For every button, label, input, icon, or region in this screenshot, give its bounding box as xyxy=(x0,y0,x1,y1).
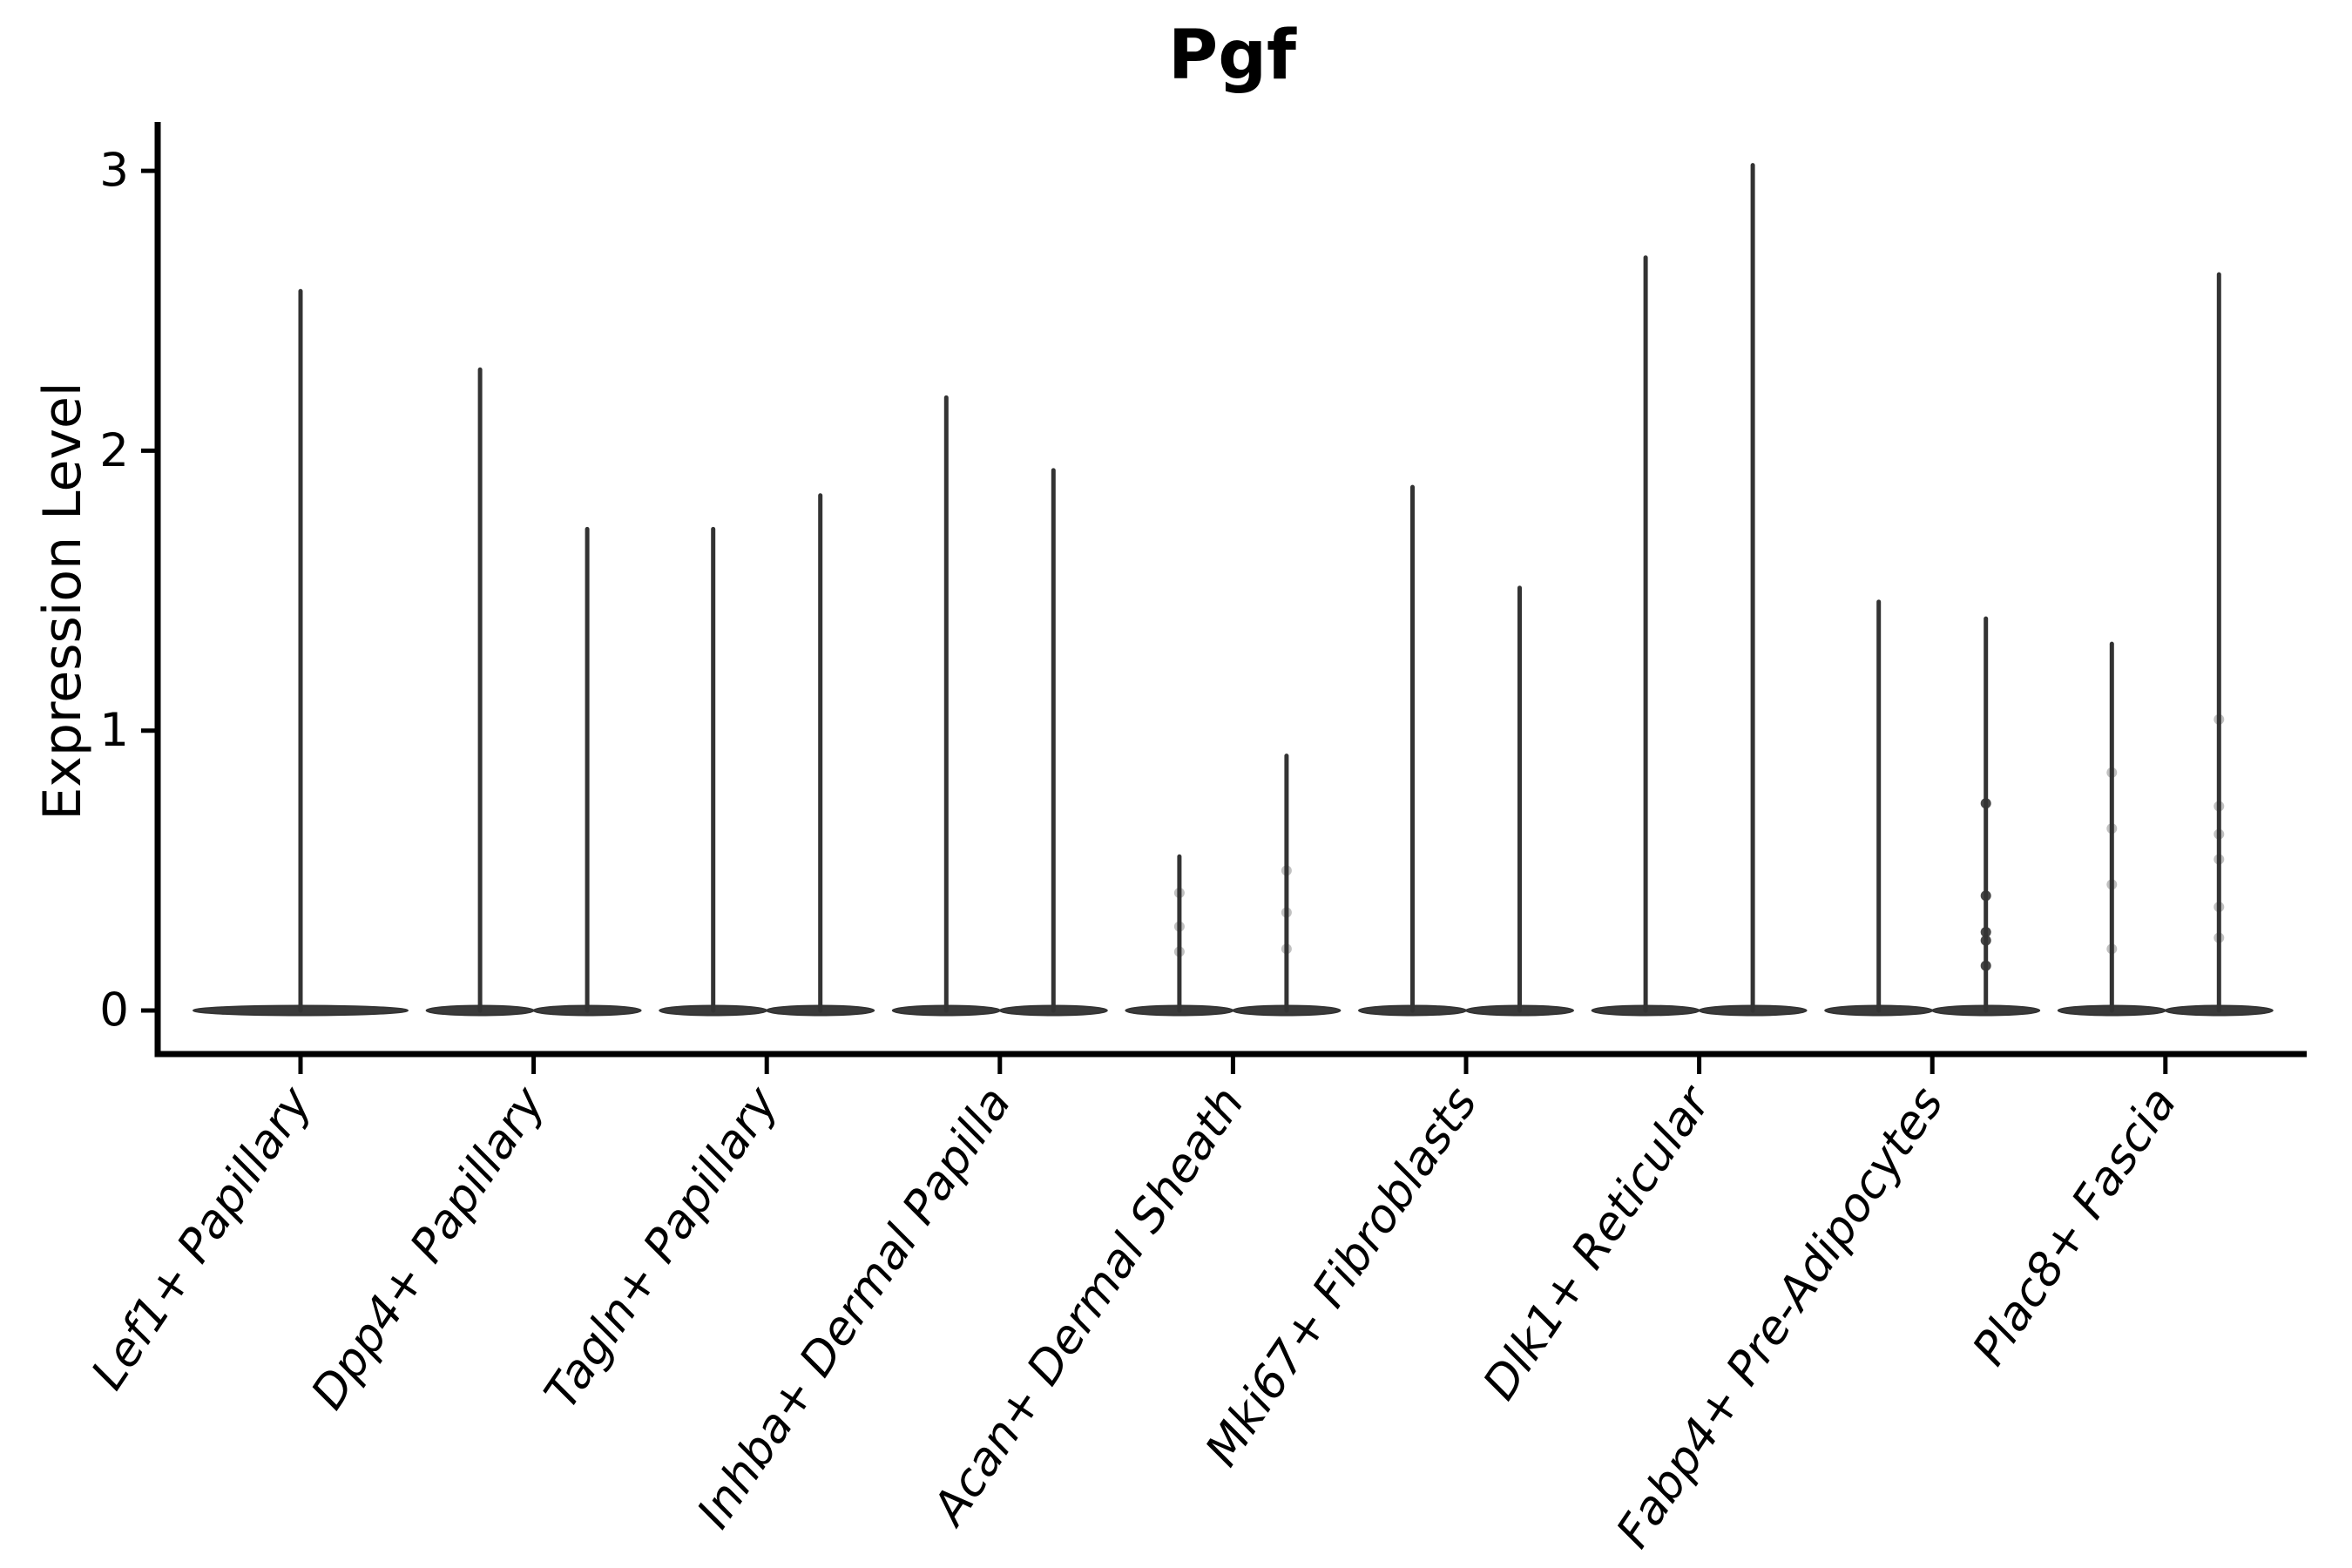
data-point-dot xyxy=(1281,907,1292,918)
data-point-dot xyxy=(2213,902,2225,913)
data-point-dot xyxy=(2213,713,2225,725)
data-point-dot xyxy=(1980,890,1991,902)
y-tick-label: 3 xyxy=(99,145,129,198)
data-point-dot xyxy=(2106,943,2118,955)
data-point-dot xyxy=(1980,960,1991,971)
data-point-dot xyxy=(2213,854,2225,865)
x-tick-label: Dlk1+ Reticular xyxy=(1473,1076,1722,1409)
y-tick-label: 0 xyxy=(99,984,129,1037)
data-point-dot xyxy=(1980,798,1991,809)
y-tick-label: 2 xyxy=(99,424,129,477)
data-point-dot xyxy=(1281,943,1292,955)
data-point-dot xyxy=(1173,946,1185,957)
x-tick-label: Lef1+ Papillary xyxy=(81,1078,322,1399)
data-point-dot xyxy=(2106,879,2118,890)
data-point-dot xyxy=(2213,828,2225,840)
data-point-dot xyxy=(2213,932,2225,943)
data-point-dot xyxy=(2106,767,2118,778)
x-tick-label: Mki67+ Fibroblasts xyxy=(1195,1078,1488,1476)
y-tick-label: 1 xyxy=(99,704,129,757)
data-point-dot xyxy=(1980,927,1991,938)
data-point-dot xyxy=(1281,865,1292,876)
x-tick-label: Dpp4+ Papillary xyxy=(301,1078,556,1419)
data-point-dot xyxy=(1173,888,1185,899)
x-tick-label: Plac8+ Fascia xyxy=(1963,1078,2187,1375)
x-tick-label: Tagln+ Papillary xyxy=(535,1078,789,1418)
data-point-dot xyxy=(1980,935,1991,946)
data-point-dot xyxy=(1173,921,1185,932)
data-point-dot xyxy=(2106,823,2118,835)
plot-title: Pgf xyxy=(1168,17,1296,95)
data-point-dot xyxy=(2213,801,2225,812)
